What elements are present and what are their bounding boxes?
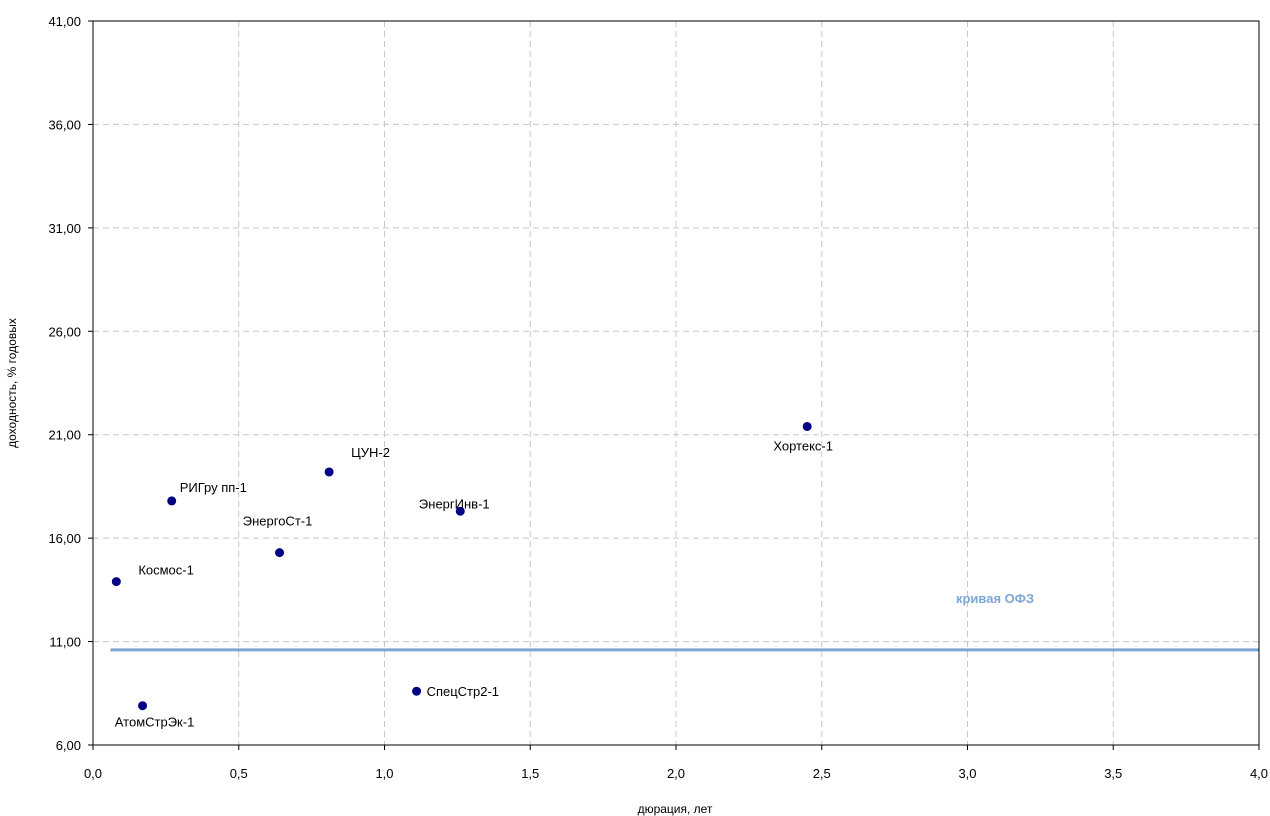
y-tick-label: 11,00 (49, 635, 81, 650)
point-label: ЦУН-2 (351, 445, 390, 460)
x-axis-title: дюрация, лет (638, 802, 713, 816)
y-tick-label: 36,00 (48, 117, 81, 132)
y-tick-label: 26,00 (48, 324, 81, 339)
x-tick-label: 3,5 (1104, 766, 1122, 781)
y-tick-label: 6,00 (56, 738, 81, 753)
x-tick-label: 0,0 (84, 766, 102, 781)
y-tick-label: 41,00 (48, 14, 81, 29)
ofz-curve-layer: кривая ОФЗ (110, 591, 1259, 652)
axes (88, 20, 1260, 750)
x-tick-label: 3,0 (958, 766, 976, 781)
data-points (111, 421, 812, 711)
data-point (275, 548, 285, 558)
y-tick-labels: 6,00 11,00 16,00 21,00 26,00 31,00 36,00 41,00 (48, 14, 81, 753)
plot-frame (92, 20, 1260, 746)
y-tick-label: 21,00 (48, 428, 81, 443)
x-tick-label: 0,5 (230, 766, 248, 781)
y-tick-label: 31,00 (48, 221, 81, 236)
data-point (111, 577, 121, 587)
x-tick-label: 2,5 (813, 766, 831, 781)
data-point (455, 506, 465, 516)
data-point (324, 467, 334, 477)
point-label: Хортекс-1 (773, 438, 833, 453)
point-label: АтомСтрЭк-1 (115, 715, 195, 730)
x-tick-labels: 0,0 0,5 1,0 1,5 2,0 2,5 3,0 3,5 4,0 (84, 766, 1268, 781)
point-labels: Космос-1 АтомСтрЭк-1 РИГру пп-1 ЭнергоСт-1 Ц… (115, 438, 833, 729)
x-tick-label: 1,0 (375, 766, 393, 781)
x-tick-label: 2,0 (667, 766, 685, 781)
y-tick-label: 16,00 (48, 531, 81, 546)
x-tick-label: 4,0 (1250, 766, 1268, 781)
ofz-curve-label: кривая ОФЗ (956, 591, 1034, 606)
point-label: ЭнергоСт-1 (243, 514, 313, 529)
data-point (138, 701, 148, 711)
point-label: СпецСтр2-1 (427, 684, 499, 699)
point-label: ЭнергИнв-1 (419, 496, 490, 511)
x-tick-label: 1,5 (521, 766, 539, 781)
data-point (167, 496, 177, 506)
data-point (802, 421, 812, 431)
point-label: Космос-1 (138, 563, 194, 578)
grid (93, 21, 1259, 745)
y-axis-title: доходность, % годовых (5, 318, 19, 448)
point-label: РИГру пп-1 (180, 480, 247, 495)
data-point (412, 686, 422, 696)
